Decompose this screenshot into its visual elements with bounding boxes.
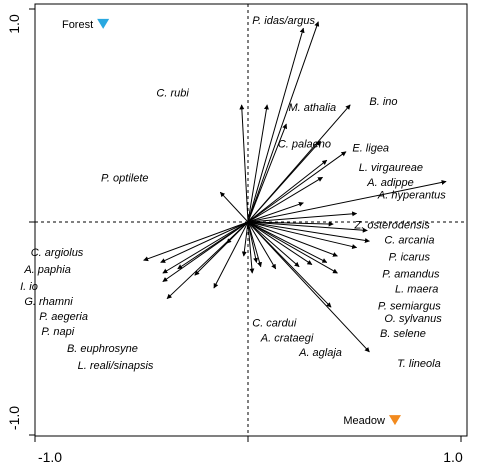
species-arrow	[247, 221, 262, 268]
species-arrow	[162, 221, 249, 274]
species-label: A. aglaja	[298, 347, 342, 359]
species-arrow	[247, 27, 305, 223]
species-label: P. semiargus	[378, 300, 441, 312]
species-label: P. amandus	[382, 268, 440, 280]
meadow-marker	[388, 415, 401, 426]
species-label: A. adippe	[366, 177, 413, 189]
species-arrow	[247, 159, 328, 223]
species-label: L. virgaureae	[359, 162, 423, 174]
species-arrow	[143, 221, 249, 262]
species-label: A. crataegi	[260, 332, 314, 344]
axis-ticks	[29, 8, 462, 442]
species-arrow	[247, 201, 304, 223]
species-arrow	[247, 221, 328, 263]
species-label: M. athalia	[288, 102, 336, 114]
species-label: G. rhamni	[24, 296, 73, 308]
species-arrow	[247, 221, 368, 233]
species-arrow	[247, 211, 358, 223]
y-tick-label-top: 1.0	[6, 14, 22, 34]
species-label: P. napi	[41, 326, 74, 338]
species-arrow	[247, 123, 288, 223]
species-label: P. idas/argus	[252, 15, 315, 27]
species-arrows	[143, 21, 447, 353]
species-arrow	[247, 221, 300, 268]
x-tick-label-left: -1.0	[38, 449, 62, 465]
species-arrow	[247, 221, 358, 249]
species-arrow	[247, 221, 338, 257]
species-label: A. hyperantus	[377, 190, 446, 202]
species-arrow	[247, 104, 269, 223]
species-labels: P. idas/argus C. rubi M. athalia B. ino C. p…	[20, 15, 446, 372]
species-arrow	[247, 221, 255, 274]
x-tick-label-right: 1.0	[443, 449, 463, 465]
species-arrow	[247, 221, 259, 263]
species-label: Z. osterodensis	[354, 219, 431, 231]
species-label: B. ino	[369, 96, 397, 108]
species-label: C. rubi	[156, 87, 189, 99]
species-label: L. maera	[395, 283, 438, 295]
species-arrow	[247, 221, 370, 243]
species-label: T. lineola	[397, 358, 441, 370]
species-arrow	[226, 221, 249, 244]
species-label: B. selene	[380, 328, 426, 340]
forest-marker-label: Forest	[62, 19, 93, 31]
species-arrow	[219, 191, 249, 223]
species-label: C. arcania	[384, 234, 434, 246]
species-label: A. paphia	[23, 264, 70, 276]
site-markers: Forest Meadow	[62, 18, 401, 427]
meadow-marker-label: Meadow	[343, 415, 385, 427]
species-arrow	[247, 221, 334, 227]
y-tick-label-bottom: -1.0	[6, 406, 22, 430]
species-arrow	[247, 179, 447, 223]
species-arrow	[247, 140, 321, 223]
species-arrow	[247, 176, 323, 223]
species-arrow	[247, 221, 277, 270]
species-arrow	[177, 221, 249, 270]
species-label: P. aegeria	[39, 311, 88, 323]
species-arrow	[239, 104, 249, 223]
species-label: L. reali/sinapsis	[78, 360, 154, 372]
species-arrow	[160, 221, 249, 263]
species-arrow	[247, 221, 338, 274]
species-label: P. optilete	[101, 173, 149, 185]
species-arrow	[247, 221, 313, 266]
species-arrow	[247, 221, 370, 353]
species-label: I. io	[20, 281, 38, 293]
species-arrow	[247, 21, 320, 223]
species-label: P. icarus	[389, 251, 431, 263]
species-arrow	[166, 221, 249, 300]
species-arrow	[213, 221, 249, 289]
species-arrow	[247, 151, 347, 223]
forest-marker	[97, 18, 110, 29]
species-arrow	[241, 221, 249, 257]
species-label: E. ligea	[352, 143, 389, 155]
species-label: O. sylvanus	[384, 313, 442, 325]
species-label: C. argiolus	[31, 247, 84, 259]
species-label: C. palaeno	[278, 138, 331, 150]
species-label: B. euphrosyne	[67, 343, 138, 355]
species-label: C. cardui	[252, 317, 297, 329]
